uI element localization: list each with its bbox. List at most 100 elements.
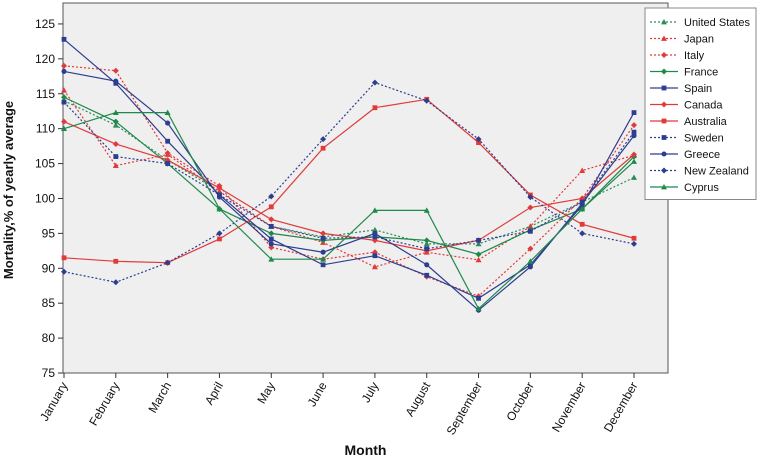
legend-item: France xyxy=(650,67,718,79)
data-point xyxy=(61,99,67,105)
y-tick-label: 110 xyxy=(36,122,55,136)
legend-label: Sweden xyxy=(684,133,724,145)
y-tick-label: 75 xyxy=(42,366,56,380)
data-point xyxy=(579,205,586,212)
data-point xyxy=(527,245,534,252)
data-point xyxy=(371,79,378,86)
series-new-zealand xyxy=(61,79,637,286)
data-point xyxy=(112,141,119,148)
series-line xyxy=(63,81,635,283)
data-point xyxy=(424,262,430,268)
data-point xyxy=(61,94,67,101)
x-axis: January February March April May June July Augu… xyxy=(37,373,641,437)
data-point xyxy=(216,205,223,212)
data-point xyxy=(61,125,67,132)
data-point xyxy=(165,120,171,126)
series-line xyxy=(63,89,635,268)
legend-marker xyxy=(661,19,667,25)
data-point xyxy=(112,109,119,116)
data-point xyxy=(268,193,275,200)
series-layer xyxy=(61,36,637,313)
data-point xyxy=(268,204,274,210)
series-line xyxy=(63,100,635,245)
data-point xyxy=(164,109,171,116)
data-point xyxy=(164,259,171,266)
data-point xyxy=(423,97,430,104)
data-point xyxy=(372,230,378,236)
legend-marker xyxy=(661,85,667,91)
data-point xyxy=(631,240,637,247)
x-tick-label: July xyxy=(359,380,382,405)
legend-marker xyxy=(661,184,667,190)
legend-item: United States xyxy=(650,17,751,29)
data-point xyxy=(268,230,275,237)
data-point xyxy=(371,226,378,233)
data-point xyxy=(320,145,326,151)
series-line xyxy=(63,38,635,299)
legend-item: Spain xyxy=(650,83,712,95)
legend-marker xyxy=(661,68,667,75)
data-point xyxy=(423,240,430,247)
legend-marker xyxy=(661,151,667,157)
data-point xyxy=(527,223,534,229)
data-point xyxy=(217,236,222,242)
data-point xyxy=(631,151,637,158)
data-point xyxy=(371,207,378,213)
x-tick-label: November xyxy=(549,380,589,435)
x-tick-label: September xyxy=(444,379,485,437)
data-point xyxy=(631,122,637,129)
data-point xyxy=(113,154,119,159)
data-point xyxy=(631,129,637,135)
legend-item: Sweden xyxy=(650,133,724,145)
y-tick-label: 105 xyxy=(35,157,55,171)
data-point xyxy=(527,204,534,211)
data-point xyxy=(527,258,534,264)
data-point xyxy=(527,228,533,234)
data-point xyxy=(320,230,327,237)
legend-label: New Zealand xyxy=(684,166,749,178)
data-point xyxy=(631,133,637,139)
data-point xyxy=(216,230,223,237)
data-point xyxy=(423,237,430,244)
data-point xyxy=(579,200,585,206)
y-tick-label: 90 xyxy=(42,261,56,275)
data-point xyxy=(579,230,586,237)
data-point xyxy=(475,251,482,258)
data-point xyxy=(113,78,119,84)
data-point xyxy=(372,253,378,259)
data-point xyxy=(61,36,67,42)
data-point xyxy=(320,136,327,143)
legend-item: Cyprus xyxy=(650,182,719,194)
data-point xyxy=(268,256,275,262)
data-point xyxy=(527,194,534,201)
y-tick-label: 120 xyxy=(35,52,55,66)
x-tick-label: December xyxy=(601,380,641,435)
data-point xyxy=(476,237,481,243)
legend-label: Greece xyxy=(684,149,720,161)
legend-label: France xyxy=(684,67,718,79)
y-tick-label: 85 xyxy=(42,296,56,310)
legend: United States Japan Italy France Spain Canada… xyxy=(644,7,757,200)
legend-marker xyxy=(661,101,667,108)
data-point xyxy=(112,122,119,128)
data-point xyxy=(113,258,119,264)
data-point xyxy=(475,256,482,263)
data-point xyxy=(631,174,637,180)
data-point xyxy=(61,118,67,125)
legend-marker xyxy=(661,118,667,124)
data-point xyxy=(320,249,326,255)
data-point xyxy=(424,272,430,278)
data-point xyxy=(631,110,637,116)
data-point xyxy=(579,167,586,173)
data-point xyxy=(112,67,119,74)
legend-label: Canada xyxy=(684,100,723,112)
legend-item: Italy xyxy=(650,50,705,62)
legend-label: Italy xyxy=(684,50,705,62)
data-point xyxy=(424,246,430,252)
data-point xyxy=(268,236,274,242)
data-point xyxy=(164,150,171,157)
data-point xyxy=(320,256,327,262)
data-point xyxy=(476,140,481,146)
legend-label: United States xyxy=(684,17,751,29)
legend-marker xyxy=(661,35,667,41)
